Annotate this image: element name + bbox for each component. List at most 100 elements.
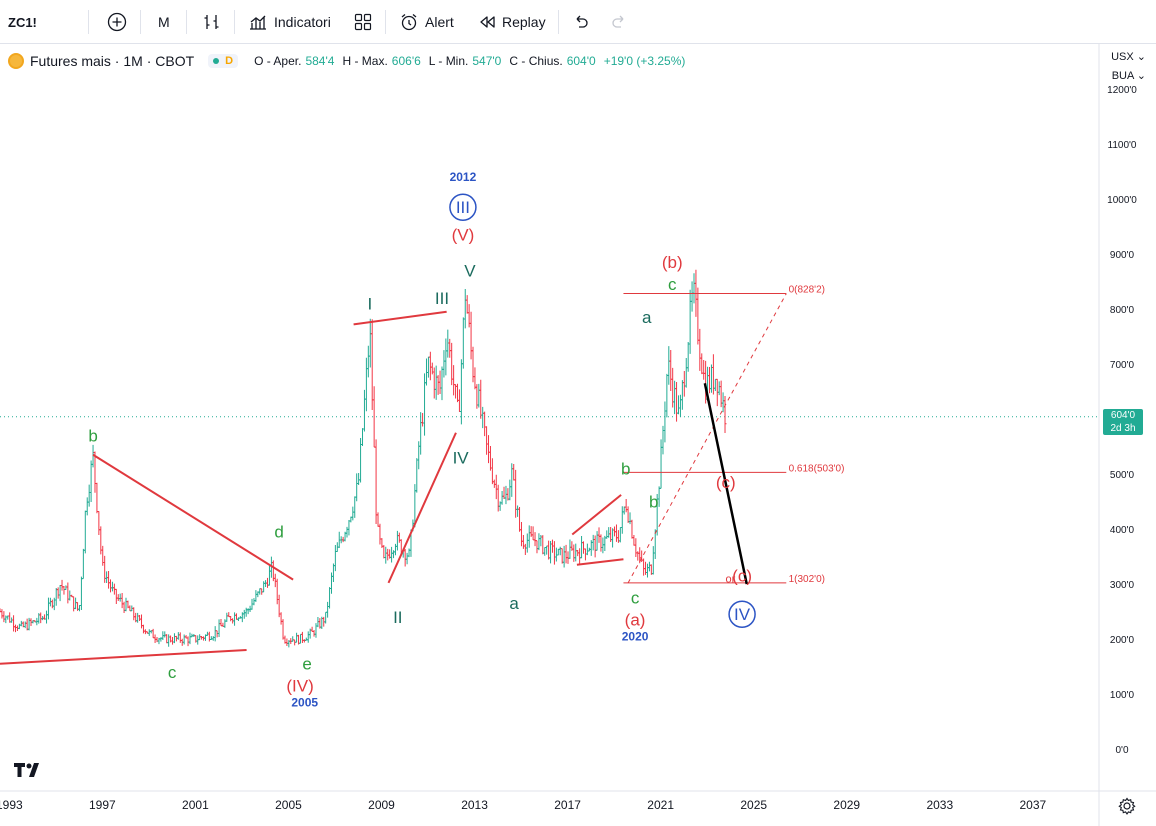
wave-label: c [668,275,677,294]
price-bar [188,632,192,645]
price-bar [364,357,368,412]
layouts-button[interactable] [354,0,372,44]
wave-label: IV [734,605,751,624]
wave-circle-marker [728,600,756,628]
redo-button[interactable] [610,0,628,44]
x-tick-label: 2005 [275,798,302,812]
wave-label: III [456,198,470,217]
price-bar [622,506,626,515]
y-tick-label: 1000'0 [1107,195,1137,206]
price-bar [419,412,423,455]
wave-label: e [302,655,311,674]
price-bar [566,551,570,564]
price-bar [244,607,248,617]
price-bar [487,435,491,464]
undo-button[interactable] [572,0,590,44]
price-bar [252,598,256,606]
price-bar [678,394,682,417]
tradingview-logo-icon[interactable] [14,762,44,783]
price-bar [314,623,318,638]
price-bar [642,558,646,576]
price-bar [120,593,124,609]
replay-button[interactable]: Replay [478,0,546,44]
x-tick-label: 2037 [1020,798,1047,812]
price-bar [172,633,176,644]
price-bar [469,311,473,360]
delayed-label: D [225,55,234,67]
price-bar [436,375,440,395]
price-bar [107,570,111,589]
price-bar [663,401,667,443]
price-bar [362,389,366,432]
wave-label: c [168,663,177,682]
price-bar [461,317,465,369]
y-tick-label: 900'0 [1110,250,1135,261]
price-bar [446,329,450,358]
exchange-unit-selector[interactable]: BUA ⌄ [1112,69,1146,82]
price-bar [132,607,136,621]
price-bar [14,624,18,633]
price-bar [620,506,624,534]
price-bar [459,359,463,425]
exchange-label: BUA [1111,70,1134,82]
price-bar [182,634,186,645]
price-bar [593,535,597,558]
chart-settings-button[interactable] [1118,797,1136,815]
low-label: L - Min. [428,54,469,68]
chart-title[interactable]: Futures mais · 1M · CBOT [30,53,195,69]
market-status-badge[interactable]: D [208,54,239,68]
price-bar [329,572,333,594]
price-bar [457,389,461,413]
alert-button[interactable]: Alert [399,0,454,44]
price-bar [368,318,372,368]
price-bar [490,458,494,485]
wave-label: 2012 [450,170,477,184]
price-bar [545,545,549,555]
price-bar [333,544,337,572]
price-bar [421,413,425,427]
price-bar [361,428,365,447]
price-bar [614,524,618,542]
price-bar [376,512,380,527]
price-bar [481,406,485,429]
price-bar [378,523,382,545]
y-tick-label: 400'0 [1110,525,1135,536]
high-value: 606'6 [391,54,421,68]
currency-selector[interactable]: USX ⌄ [1111,50,1146,63]
price-bar [595,531,599,551]
price-bar [298,633,302,644]
price-bar [665,373,669,418]
price-bar [560,548,564,564]
compare-add-button[interactable] [107,0,127,44]
interval-button[interactable]: M [158,0,170,44]
symbol-search-button[interactable]: ZC1! [8,0,37,44]
price-bar [17,623,21,630]
price-bar [153,634,157,644]
price-bar [285,638,289,646]
price-bar [651,546,655,575]
price-bar [692,273,696,304]
price-bar [434,365,438,400]
price-bar [673,380,677,415]
price-bar [601,537,605,554]
toolbar-divider [88,10,89,34]
indicators-icon [248,12,268,32]
price-bar [108,579,112,593]
price-bar [328,587,332,609]
chart-type-button[interactable] [202,0,222,44]
wave-label: a [642,308,652,327]
price-bar [217,619,221,637]
price-bar [62,586,66,595]
price-bar [405,552,409,565]
x-tick-label: 1993 [0,798,23,812]
indicators-button[interactable]: Indicatori [248,0,331,44]
price-bar [353,496,357,518]
price-bar [628,512,632,525]
x-tick-label: 2021 [647,798,674,812]
price-bar [2,611,6,623]
price-bar [242,609,246,619]
price-bar [291,636,295,642]
price-bar [607,527,611,538]
wave-label: b [649,492,658,511]
